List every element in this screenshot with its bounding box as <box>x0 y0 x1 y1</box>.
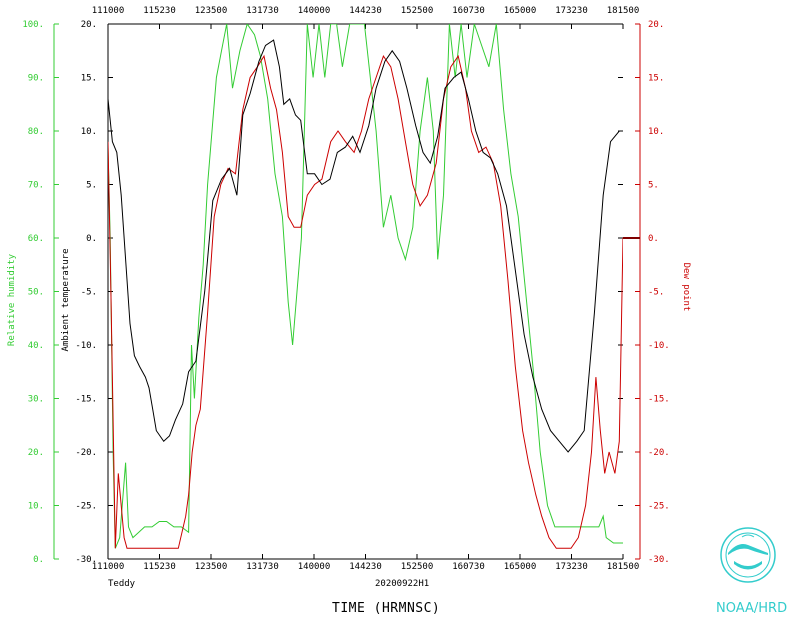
x-tick-label-bottom: 165000 <box>504 562 537 572</box>
temp-tick-label: -30. <box>75 555 97 565</box>
temp-tick-label: -25. <box>75 502 97 512</box>
dew-tick-label: -5. <box>648 288 664 298</box>
x-tick-label-top: 181500 <box>607 6 640 16</box>
x-tick-label-top: 160730 <box>452 6 485 16</box>
rh-tick-label: 40. <box>28 341 44 351</box>
x-tick-label-bottom: 123500 <box>195 562 228 572</box>
x-tick-label-bottom: 152500 <box>401 562 434 572</box>
dew-axis-ticks: 20. 15. 10. 5. 0. -5. -10. -15. -20. -25. -30. <box>635 20 670 565</box>
x-tick-label-top: 115230 <box>143 6 176 16</box>
temp-tick-label: 5. <box>86 181 97 191</box>
rh-tick-label: 0. <box>33 555 44 565</box>
dew-tick-label: 0. <box>648 234 659 244</box>
x-tick-label-bottom: 181500 <box>607 562 640 572</box>
x-tick-label-bottom: 111000 <box>92 562 125 572</box>
dew-tick-label: 5. <box>648 181 659 191</box>
rh-tick-label: 70. <box>28 181 44 191</box>
x-tick-label-top: 144230 <box>349 6 382 16</box>
x-tick-label-bottom: 140000 <box>298 562 331 572</box>
series-relative-humidity <box>108 24 623 549</box>
storm-name: Teddy <box>108 579 136 589</box>
dew-tick-label: -25. <box>648 502 670 512</box>
temp-tick-label: 20. <box>81 20 97 30</box>
rh-axis-label: Relative humidity <box>7 253 17 346</box>
temp-tick-label: 10. <box>81 127 97 137</box>
rh-tick-label: 60. <box>28 234 44 244</box>
dew-tick-label: -20. <box>648 448 670 458</box>
temp-axis-label: Ambient temperature <box>61 249 71 352</box>
x-tick-label-top: 140000 <box>298 6 331 16</box>
x-tick-label-bottom: 160730 <box>452 562 485 572</box>
rh-tick-label: 10. <box>28 502 44 512</box>
series-ambient-temperature <box>108 39 623 453</box>
x-tick-label-top: 123500 <box>195 6 228 16</box>
credit-text: NOAA/HRD <box>716 601 787 616</box>
x-axis-title: TIME (HRMNSC) <box>332 601 440 616</box>
x-tick-label-bottom: 144230 <box>349 562 382 572</box>
x-tick-label-top: 165000 <box>504 6 537 16</box>
noaa-logo-icon <box>720 527 776 583</box>
x-tick-label-top: 131730 <box>246 6 279 16</box>
rh-tick-label: 20. <box>28 448 44 458</box>
dew-tick-label: 20. <box>648 20 664 30</box>
rh-tick-label: 30. <box>28 395 44 405</box>
rh-tick-label: 90. <box>28 74 44 84</box>
temp-tick-label: -10. <box>75 341 97 351</box>
flight-id: 20200922H1 <box>375 579 429 589</box>
x-tick-label-bottom: 173230 <box>555 562 588 572</box>
temp-tick-label: 15. <box>81 74 97 84</box>
temp-tick-label: -20. <box>75 448 97 458</box>
temp-tick-label: -15. <box>75 395 97 405</box>
x-tick-label-bottom: 115230 <box>143 562 176 572</box>
temp-axis-ticks: 20. 15. 10. 5. 0. -5. -10. -15. -20. -25. -30. <box>75 20 623 565</box>
rh-tick-label: 100. <box>22 20 44 30</box>
x-tick-label-top: 173230 <box>555 6 588 16</box>
x-tick-label-top: 152500 <box>401 6 434 16</box>
rh-tick-label: 80. <box>28 127 44 137</box>
rh-axis-ticks: 100. 90. 80. 70. 60. 50. 40. 30. 20. 10. 0. <box>22 20 59 565</box>
x-tick-label-bottom: 131730 <box>246 562 279 572</box>
dew-tick-label: -10. <box>648 341 670 351</box>
dew-tick-label: 15. <box>648 74 664 84</box>
series-dew-point <box>108 54 623 549</box>
dew-tick-label: -30. <box>648 555 670 565</box>
dew-tick-label: 10. <box>648 127 664 137</box>
dew-axis-label: Dew point <box>681 263 691 312</box>
rh-tick-label: 50. <box>28 288 44 298</box>
dew-tick-label: -15. <box>648 395 670 405</box>
x-axis-ticks: 111000 111000 115230 115230 123500 123500 1317… <box>92 6 640 572</box>
temp-tick-label: 0. <box>86 234 97 244</box>
x-tick-label-top: 111000 <box>92 6 125 16</box>
temp-tick-label: -5. <box>81 288 97 298</box>
